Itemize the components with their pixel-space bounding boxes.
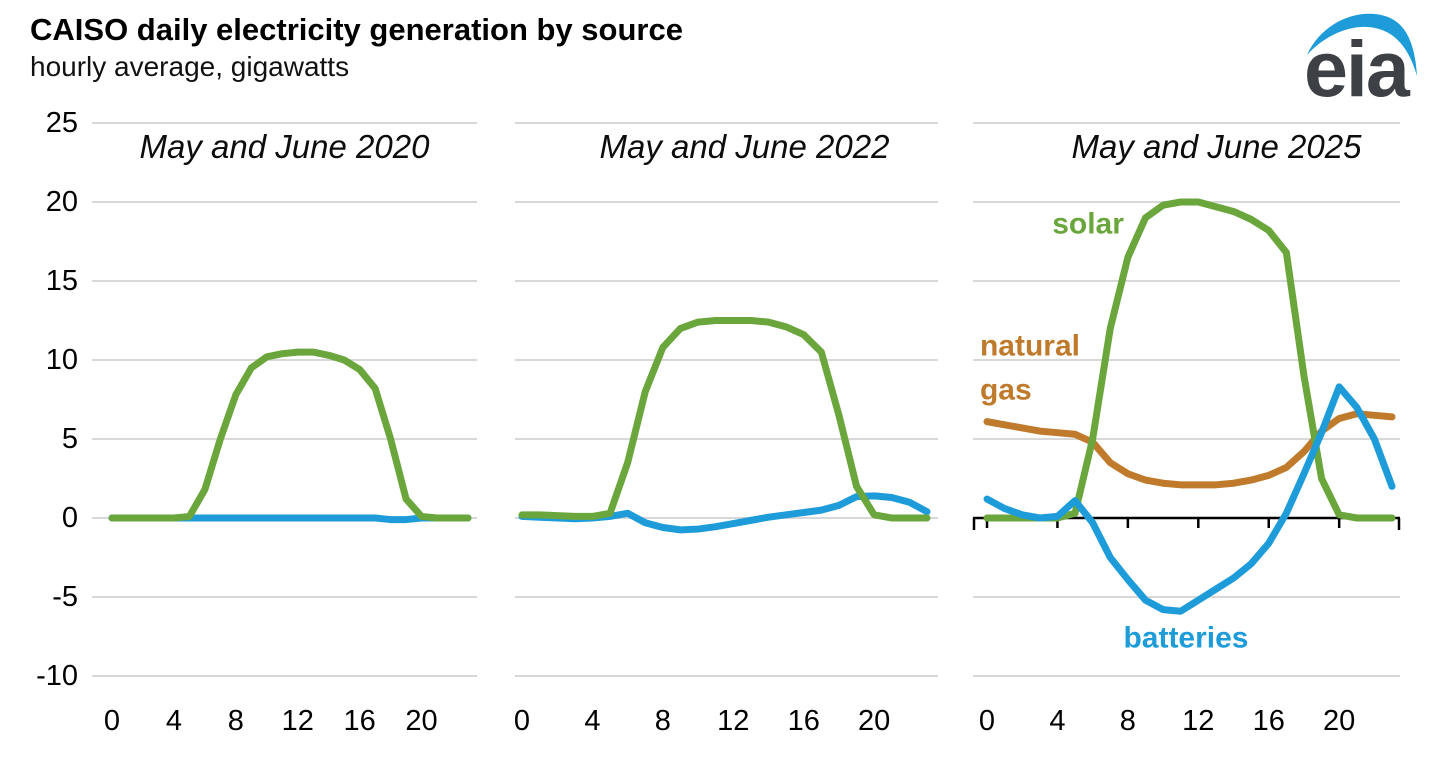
solar-line [108, 348, 472, 522]
solar-label: solar [1052, 208, 1124, 241]
chart-subtitle: hourly average, gigawatts [30, 50, 350, 82]
x-axis-label: 4 [166, 705, 182, 737]
x-axis-label: 4 [1049, 705, 1065, 737]
panel-2022: May and June 2022 0 4 8 12 16 20 [514, 122, 938, 737]
x-axis-label: 12 [717, 705, 749, 737]
x-axis-label: 0 [514, 705, 530, 737]
x-axis-label: 12 [1182, 705, 1214, 737]
y-axis-label: 5 [62, 423, 78, 455]
chart-header: CAISO daily electricity generation by so… [30, 12, 683, 82]
y-axis-label: 15 [46, 265, 78, 297]
x-axis-label: 20 [1323, 705, 1355, 737]
batteries-label: batteries [1123, 622, 1248, 655]
x-axis-label: 20 [405, 705, 437, 737]
x-axis-label: 20 [858, 705, 890, 737]
x-axis-label: 4 [584, 705, 600, 737]
x-axis-label: 0 [104, 705, 120, 737]
x-axis-label: 8 [655, 705, 671, 737]
eia-swoosh-icon [1307, 13, 1417, 76]
natural-gas-line [983, 410, 1396, 489]
y-axis-label: 10 [46, 344, 78, 376]
x-axis-label: 8 [1120, 705, 1136, 737]
y-axis-label: 25 [46, 107, 78, 139]
panel-title: May and June 2020 [140, 128, 431, 165]
y-axis-label: -5 [52, 581, 78, 613]
x-axis-label: 12 [282, 705, 314, 737]
y-axis-label: 0 [62, 502, 78, 534]
panel-2020: May and June 2020 0 4 8 12 16 20 [92, 122, 477, 737]
x-axis-label: 16 [788, 705, 820, 737]
eia-logo-text: eia [1304, 24, 1411, 100]
x-axis-label: 8 [228, 705, 244, 737]
panel-2025: solar natural gas batteries May and June 202… [972, 122, 1401, 737]
panel-title: May and June 2025 [1072, 128, 1363, 165]
y-axis-label: -10 [36, 660, 78, 692]
eia-logo: eia [1304, 13, 1417, 100]
y-axis-label: 20 [46, 186, 78, 218]
panel-title: May and June 2022 [600, 128, 890, 165]
chart-title: CAISO daily electricity generation by so… [30, 12, 683, 47]
batteries-line [983, 383, 1396, 615]
x-axis-label: 0 [979, 705, 995, 737]
natural-gas-label: natural gas [980, 329, 1080, 406]
x-axis-label: 16 [1253, 705, 1285, 737]
solar-line [518, 317, 931, 522]
x-axis-label: 16 [344, 705, 376, 737]
